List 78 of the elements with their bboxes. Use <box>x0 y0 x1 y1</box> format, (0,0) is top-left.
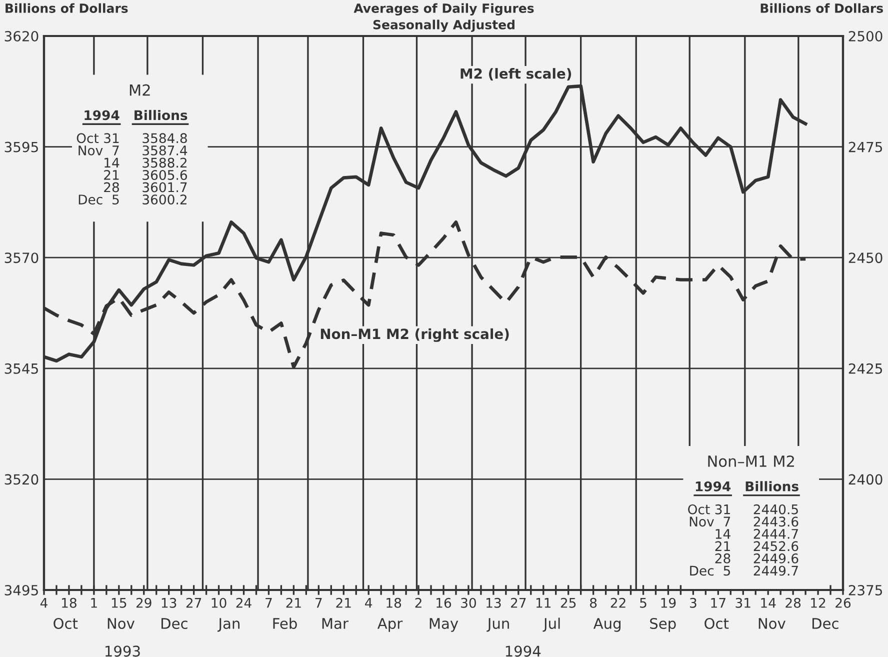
text: May <box>430 618 458 632</box>
annotation: Billions <box>746 481 798 492</box>
x-tick-label: 8 <box>590 598 597 608</box>
x-tick-label: 14 <box>761 598 776 608</box>
x-tick-label: 7 <box>316 598 322 608</box>
annotation: Non–M1 M2 <box>708 455 794 468</box>
y2-tick-label: 2425 <box>848 363 882 374</box>
text: Dec <box>812 618 838 629</box>
text: Nov <box>108 618 134 629</box>
x-tick-label: 22 <box>610 598 626 608</box>
text: Jan <box>217 618 240 632</box>
x-tick-label: 18 <box>62 598 76 608</box>
x-tick-label: 3 <box>690 598 696 608</box>
annotation: 3584.8 3587.4 3588.2 3605.6 3601.7 3600.2 <box>142 133 188 205</box>
x-tick-label: 28 <box>786 598 801 608</box>
series-label: M2 (left scale) <box>460 68 572 80</box>
y-axis-title: Billions of Dollars <box>6 3 128 13</box>
text: Apr <box>377 618 403 632</box>
x-tick-label: 5 <box>640 598 646 608</box>
y-tick-label: 3520 <box>4 474 38 485</box>
series-label: Non–M1 M2 (right scale) <box>320 328 509 342</box>
y2-tick-label: 2500 <box>848 30 882 42</box>
x-tick-label: 30 <box>461 598 476 608</box>
y-tick-label: 3545 <box>4 363 38 374</box>
y2-tick-label: 2375 <box>848 584 882 596</box>
y-tick-label: 3495 <box>4 584 38 596</box>
x-tick-label: 17 <box>711 598 726 608</box>
y2-axis-title: Billions of Dollars <box>760 3 883 13</box>
y-tick-label: 3595 <box>4 142 38 152</box>
chart-subtitle: Seasonally Adjusted <box>373 20 514 32</box>
text: Sep <box>650 618 676 632</box>
annotation: Oct 31 Nov 7 14 21 28 Dec 5 <box>688 504 730 576</box>
x-tick-label: 11 <box>536 598 551 608</box>
x-tick-label: 29 <box>136 598 152 608</box>
annotation: M2 <box>130 84 150 96</box>
y-tick-label: 3570 <box>4 252 38 264</box>
text: Jul <box>542 618 560 632</box>
annotation: 1994 <box>84 110 120 120</box>
y2-tick-label: 2450 <box>848 252 882 264</box>
text: 1993 <box>106 646 140 657</box>
annotation: Oct 31 Nov 7 14 21 28 Dec 5 <box>76 133 120 205</box>
x-tick-label: 19 <box>661 598 676 608</box>
x-tick-label: 27 <box>510 598 526 608</box>
x-tick-label: 10 <box>212 598 226 608</box>
x-tick-label: 15 <box>112 598 126 608</box>
x-tick-label: 21 <box>286 598 301 608</box>
annotation: 1994 <box>696 481 731 492</box>
x-tick-label: 24 <box>236 598 252 608</box>
x-tick-label: 31 <box>736 598 750 608</box>
text: 1994 <box>506 646 541 657</box>
x-tick-label: 18 <box>386 598 402 608</box>
text: Mar <box>322 618 348 629</box>
text: Dec <box>162 618 188 629</box>
y-tick-label: 3620 <box>4 30 38 42</box>
x-tick-label: 16 <box>436 598 452 608</box>
text: Jun <box>486 618 509 632</box>
y2-tick-label: 2475 <box>848 142 882 152</box>
x-tick-label: 13 <box>162 598 176 608</box>
annotation: Billions <box>134 110 188 120</box>
x-tick-label: 13 <box>486 598 501 608</box>
text: Feb <box>273 618 297 629</box>
chart-title: Averages of Daily Figures <box>354 3 534 16</box>
text: Oct <box>54 618 78 629</box>
x-tick-label: 25 <box>560 598 576 608</box>
x-tick-label: 7 <box>266 598 272 608</box>
x-tick-label: 1 <box>91 598 97 608</box>
x-tick-label: 26 <box>836 598 851 608</box>
x-tick-label: 4 <box>365 598 372 608</box>
text: Oct <box>704 618 729 629</box>
x-tick-label: 2 <box>415 598 422 608</box>
annotation: 2440.5 2443.6 2444.7 2452.6 2449.6 2449.7 <box>754 504 798 576</box>
x-tick-label: 4 <box>40 598 48 608</box>
x-tick-label: 21 <box>336 598 351 608</box>
text: Nov <box>758 618 786 629</box>
x-tick-label: 27 <box>186 598 202 608</box>
text: Aug <box>593 618 620 632</box>
x-tick-label: 12 <box>811 598 826 608</box>
y2-tick-label: 2400 <box>848 474 882 485</box>
